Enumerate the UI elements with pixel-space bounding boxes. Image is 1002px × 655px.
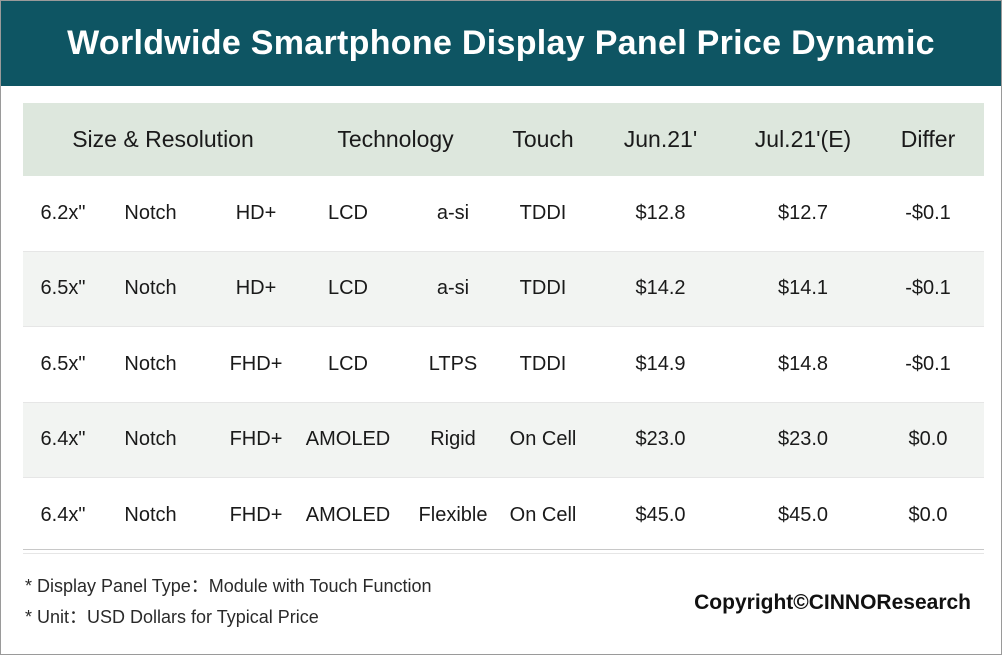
cell-form: Notch (124, 503, 177, 526)
cell-tech: AMOLED (305, 503, 391, 526)
copyright-label: Copyright©CINNOResearch (694, 591, 971, 614)
header-jun: Jun.21' (623, 126, 698, 152)
header-size-resolution: Size & Resolution (72, 126, 254, 152)
cell-diff: $0.0 (908, 428, 948, 451)
price-table: Size & Resolution Technology Touch Jun.2… (23, 103, 984, 554)
table-bottom-rule (23, 549, 984, 550)
cell-touch: On Cell (509, 428, 577, 451)
cell-backplane: a-si (436, 201, 470, 224)
table-body: 6.2x" Notch HD+ LCD a-si TDDI $12.8 $12.7 -$0.1 6… (23, 176, 984, 554)
cell-jul: $14.1 (777, 277, 829, 300)
cell-form: Notch (124, 277, 177, 300)
cell-size: 6.5x" (40, 277, 86, 300)
cell-jun: $12.8 (635, 201, 686, 224)
cell-tech: LCD (327, 277, 368, 300)
cell-jun: $23.0 (635, 428, 686, 451)
cell-form: Notch (124, 201, 177, 224)
cell-jun: $14.2 (635, 277, 686, 300)
cell-res: HD+ (235, 201, 277, 224)
cell-res: FHD+ (229, 428, 283, 451)
cell-backplane: a-si (436, 277, 470, 300)
table-header-row: Size & Resolution Technology Touch Jun.2… (23, 103, 984, 176)
cell-tech: LCD (327, 201, 368, 224)
cell-tech: AMOLED (305, 428, 391, 451)
cell-res: FHD+ (229, 352, 283, 375)
header-technology: Technology (337, 126, 454, 152)
table-row: 6.4x" Notch FHD+ AMOLED Flexible On Cell $45.0… (23, 478, 984, 554)
cell-backplane: Flexible (418, 503, 488, 526)
table-row: 6.5x" Notch HD+ LCD a-si TDDI $14.2 $14.1 -$0.1 (23, 251, 984, 327)
cell-size: 6.2x" (40, 201, 86, 224)
cell-form: Notch (124, 428, 177, 451)
cell-jun: $14.9 (635, 352, 686, 375)
cell-jul: $14.8 (777, 352, 829, 375)
cell-size: 6.5x" (40, 352, 86, 375)
cell-res: HD+ (235, 277, 277, 300)
footnote-unit: * Unit：USD Dollars for Typical Price (25, 607, 319, 627)
cell-touch: TDDI (519, 352, 567, 375)
cell-diff: $0.0 (908, 503, 948, 526)
header-touch: Touch (512, 126, 574, 152)
cell-backplane: Rigid (430, 428, 476, 451)
cell-tech: LCD (327, 352, 368, 375)
cell-backplane: LTPS (428, 352, 478, 375)
title-banner: Worldwide Smartphone Display Panel Price… (1, 1, 1001, 86)
footnote-panel-type: * Display Panel Type：Module with Touch F… (25, 576, 432, 596)
cell-form: Notch (124, 352, 177, 375)
cell-jul: $23.0 (777, 428, 829, 451)
table-row: 6.2x" Notch HD+ LCD a-si TDDI $12.8 $12.7 -$0.1 (23, 176, 984, 252)
cell-size: 6.4x" (40, 428, 86, 451)
table-row: 6.4x" Notch FHD+ AMOLED Rigid On Cell $23.0 $23… (23, 402, 984, 478)
table-row: 6.5x" Notch FHD+ LCD LTPS TDDI $14.9 $14.8 -$0.1 (23, 327, 984, 403)
cell-jul: $45.0 (777, 503, 829, 526)
cell-res: FHD+ (229, 503, 283, 526)
cell-diff: -$0.1 (905, 352, 951, 375)
cell-diff: -$0.1 (905, 201, 951, 224)
header-differ: Differ (900, 126, 956, 152)
cell-size: 6.4x" (40, 503, 86, 526)
cell-diff: -$0.1 (905, 277, 951, 300)
header-jul: Jul.21'(E) (754, 126, 852, 152)
cell-touch: On Cell (509, 503, 577, 526)
cell-jul: $12.7 (777, 201, 829, 224)
cell-jun: $45.0 (635, 503, 686, 526)
cell-touch: TDDI (519, 201, 567, 224)
cell-touch: TDDI (519, 277, 567, 300)
chart-title: Worldwide Smartphone Display Panel Price… (67, 24, 935, 62)
